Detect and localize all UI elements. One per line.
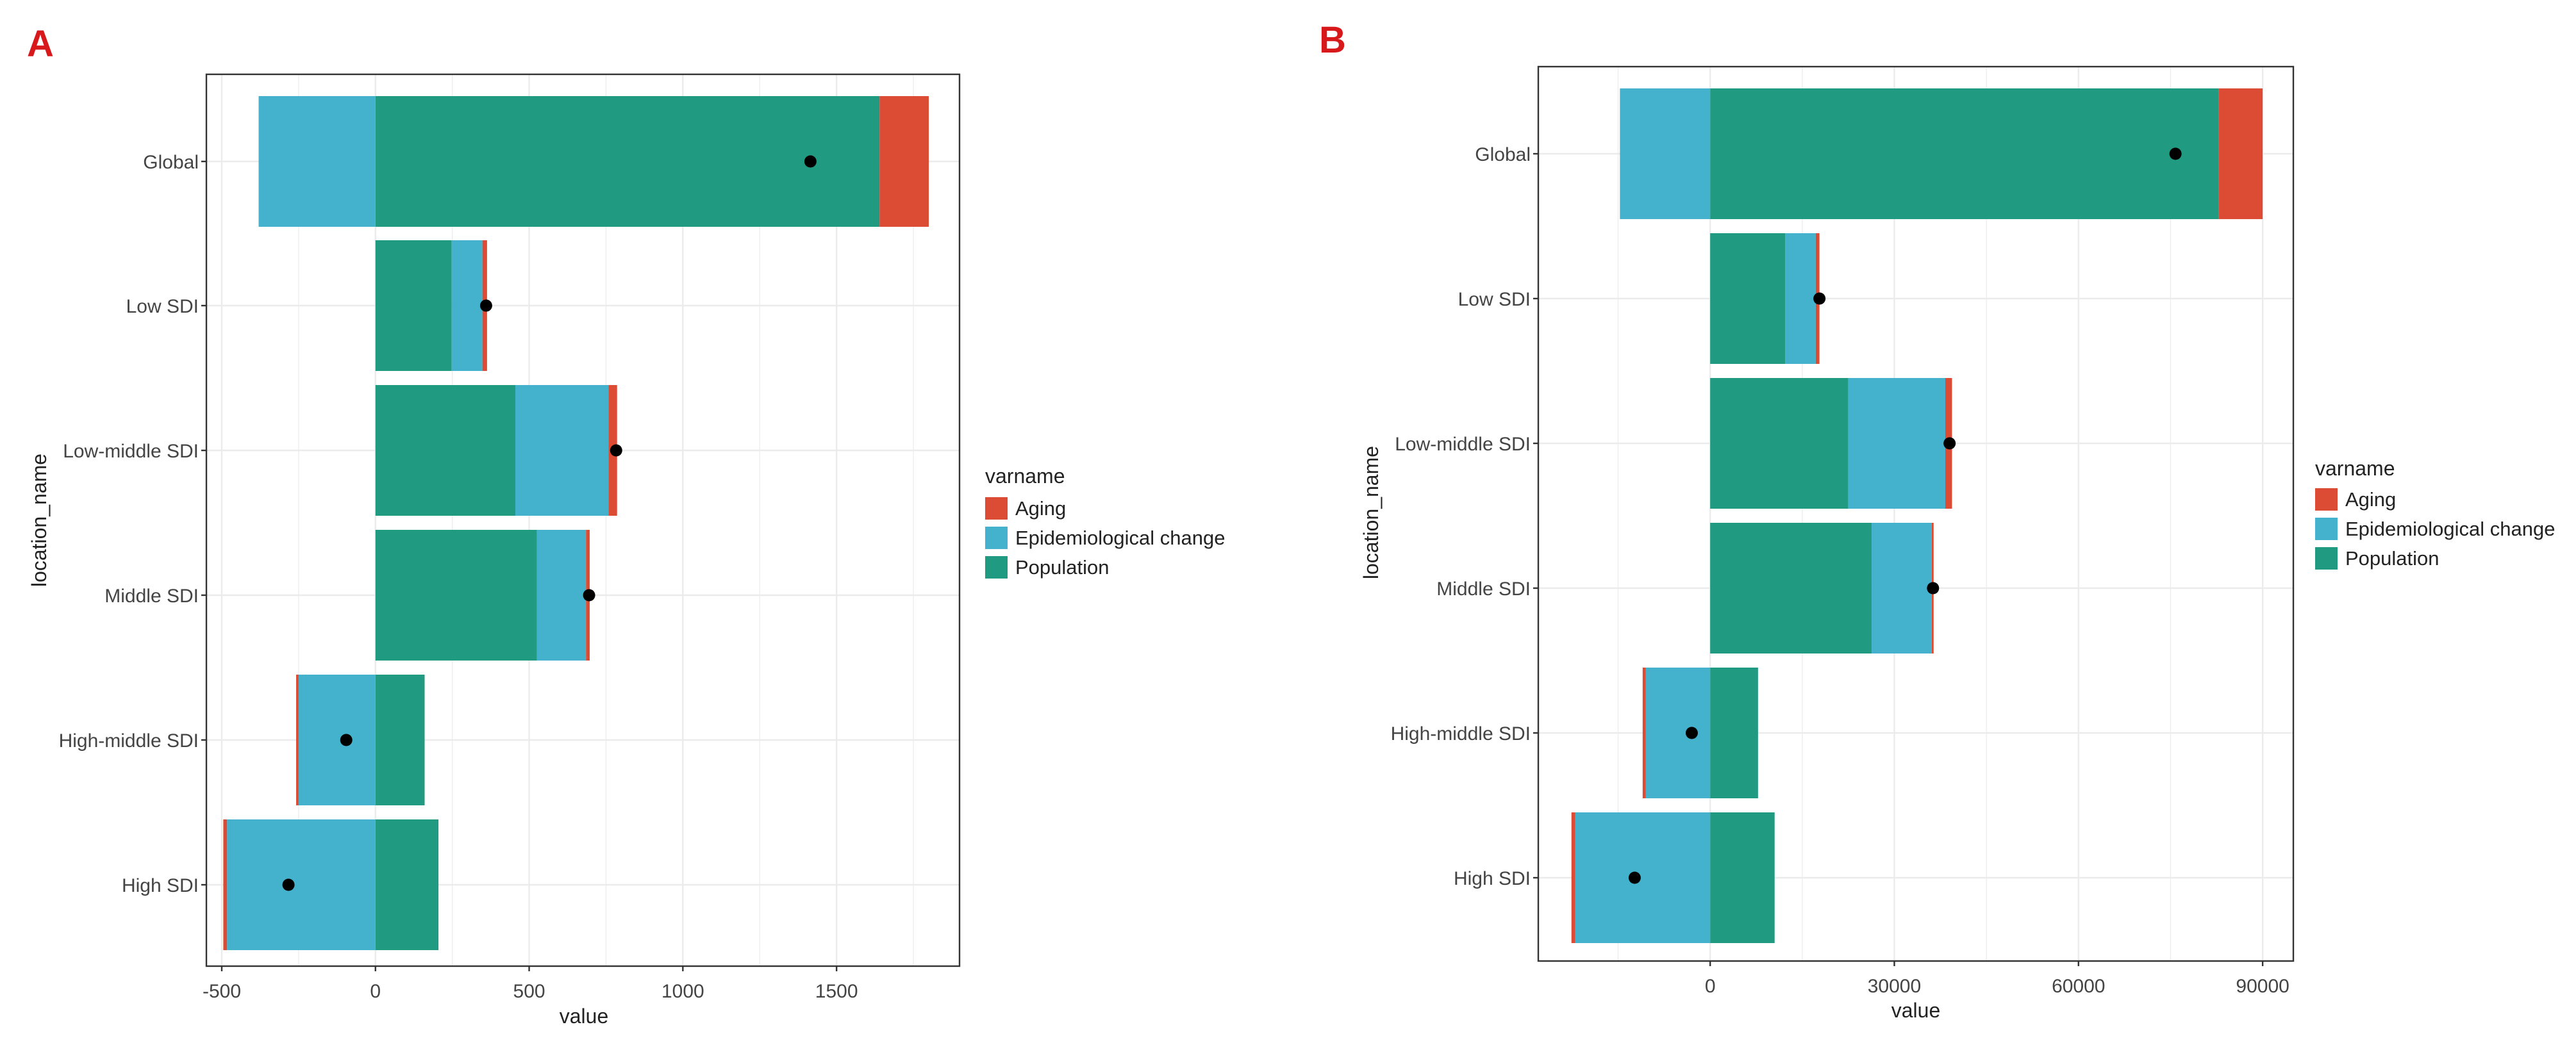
bar-population bbox=[375, 96, 880, 227]
x-tick-label: 0 bbox=[1705, 976, 1716, 997]
net-change-point bbox=[479, 299, 492, 312]
x-tick-label: 90000 bbox=[2236, 976, 2289, 997]
bar-population bbox=[375, 240, 452, 371]
bar-aging bbox=[1642, 668, 1646, 798]
legend: varname Aging Epidemiological change Popula… bbox=[2315, 457, 2555, 570]
bar-population bbox=[1710, 378, 1849, 509]
legend: varname Aging Epidemiological change Popula… bbox=[985, 464, 1225, 579]
x-tick-label: 500 bbox=[513, 981, 545, 1002]
bar-aging bbox=[2218, 88, 2263, 219]
bar-epidemiological-change bbox=[1848, 378, 1945, 509]
bar-epidemiological-change bbox=[536, 530, 586, 661]
net-change-point bbox=[610, 444, 622, 457]
x-tick-label: -500 bbox=[203, 981, 241, 1002]
y-axis-title: location_name bbox=[1359, 446, 1383, 579]
x-tick-label: 0 bbox=[370, 981, 381, 1002]
legend-label: Population bbox=[1015, 556, 1109, 579]
bar-epidemiological-change bbox=[298, 675, 376, 805]
legend-label: Epidemiological change bbox=[1015, 527, 1225, 549]
x-tick-label: 60000 bbox=[2052, 976, 2105, 997]
net-change-point bbox=[282, 878, 295, 891]
bar-population bbox=[375, 385, 515, 516]
legend-swatch-aging bbox=[985, 497, 1008, 520]
legend-label: Aging bbox=[1015, 497, 1066, 520]
legend-swatch-population bbox=[2315, 547, 2338, 570]
x-axis-title: value bbox=[1891, 999, 1941, 1022]
bar-aging bbox=[296, 675, 299, 805]
y-tick-label: Low SDI bbox=[1458, 289, 1531, 310]
net-change-point bbox=[804, 155, 817, 168]
y-tick-label: Middle SDI bbox=[104, 586, 199, 607]
bar-epidemiological-change bbox=[1785, 233, 1816, 364]
net-change-point bbox=[583, 589, 595, 602]
net-change-point bbox=[1628, 871, 1641, 884]
legend-swatch-epidemiological-change bbox=[2315, 518, 2338, 540]
legend-swatch-aging bbox=[2315, 488, 2338, 511]
bar-population bbox=[1710, 233, 1786, 364]
net-change-point bbox=[1943, 437, 1956, 450]
net-change-point bbox=[340, 734, 353, 746]
bar-aging bbox=[1571, 812, 1575, 943]
y-tick-label: Middle SDI bbox=[1436, 579, 1531, 600]
bar-epidemiological-change bbox=[1872, 523, 1932, 653]
bar-epidemiological-change bbox=[515, 385, 609, 516]
y-tick-label: Global bbox=[1475, 144, 1531, 165]
legend-label: Population bbox=[2345, 547, 2439, 570]
chart-panel-b: B Global Low SDI Low-middle SDI Middle SDI Hi… bbox=[1319, 19, 2555, 1022]
y-tick-label: Low-middle SDI bbox=[1395, 434, 1531, 455]
legend-label: Epidemiological change bbox=[2345, 518, 2555, 540]
y-tick-label: High-middle SDI bbox=[59, 730, 199, 752]
bar-epidemiological-change bbox=[451, 240, 483, 371]
legend-swatch-population bbox=[985, 556, 1008, 579]
bar-population bbox=[375, 819, 439, 950]
bar-aging bbox=[879, 96, 929, 227]
y-tick-label: Global bbox=[143, 152, 199, 173]
bar-epidemiological-change bbox=[258, 96, 376, 227]
bar-population bbox=[375, 675, 425, 805]
net-change-point bbox=[1927, 582, 1940, 595]
panel-letter: B bbox=[1319, 19, 1346, 61]
bar-epidemiological-change bbox=[1575, 812, 1711, 943]
x-tick-label: 1500 bbox=[815, 981, 858, 1002]
bar-epidemiological-change bbox=[1645, 668, 1711, 798]
y-tick-label: Low SDI bbox=[126, 296, 199, 317]
legend-title: varname bbox=[2315, 457, 2395, 480]
legend-label: Aging bbox=[2345, 488, 2396, 511]
net-change-point bbox=[1685, 727, 1698, 739]
bar-epidemiological-change bbox=[1620, 88, 1711, 219]
bar-population bbox=[1710, 668, 1758, 798]
panel-border bbox=[1537, 65, 2295, 962]
legend-swatch-epidemiological-change bbox=[985, 527, 1008, 549]
chart-panel-a: A Global Low SDI Low-middle SDI Middle SDI Hi… bbox=[27, 23, 1225, 1028]
bar-population bbox=[375, 530, 537, 661]
y-tick-label: High SDI bbox=[122, 875, 199, 896]
y-axis-title: location_name bbox=[28, 454, 51, 587]
net-change-point bbox=[1813, 292, 1826, 305]
bar-population bbox=[1710, 88, 2219, 219]
panel-border bbox=[205, 73, 961, 967]
x-tick-label: 30000 bbox=[1868, 976, 1921, 997]
bar-population bbox=[1710, 523, 1872, 653]
panel-letter: A bbox=[27, 23, 54, 65]
y-tick-label: High-middle SDI bbox=[1391, 723, 1531, 744]
y-tick-label: Low-middle SDI bbox=[63, 441, 199, 462]
legend-title: varname bbox=[985, 464, 1065, 488]
bar-aging bbox=[223, 819, 228, 950]
bar-epidemiological-change bbox=[227, 819, 376, 950]
x-tick-label: 1000 bbox=[661, 981, 704, 1002]
bar-population bbox=[1710, 812, 1775, 943]
net-change-point bbox=[2169, 147, 2182, 160]
x-axis-title: value bbox=[560, 1005, 609, 1028]
y-tick-label: High SDI bbox=[1454, 868, 1531, 889]
